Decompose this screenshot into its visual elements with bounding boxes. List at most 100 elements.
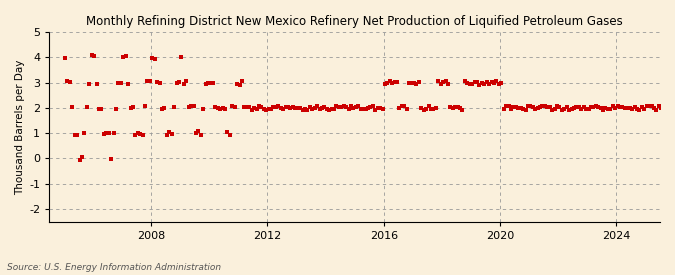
Point — [457, 107, 468, 112]
Point — [370, 108, 381, 112]
Point — [394, 106, 405, 111]
Point — [421, 106, 431, 111]
Point — [396, 104, 407, 108]
Point — [348, 106, 359, 110]
Point — [559, 107, 570, 112]
Point — [210, 104, 221, 109]
Point — [309, 106, 320, 110]
Point — [629, 105, 640, 109]
Point — [343, 107, 354, 111]
Point — [491, 79, 502, 83]
Point — [464, 82, 475, 86]
Point — [266, 106, 277, 111]
Point — [515, 106, 526, 110]
Point — [481, 80, 492, 84]
Point — [288, 104, 298, 109]
Point — [661, 104, 672, 108]
Point — [477, 80, 487, 85]
Point — [317, 106, 327, 111]
Point — [620, 106, 630, 110]
Point — [159, 106, 170, 110]
Point — [583, 106, 594, 111]
Point — [234, 82, 245, 87]
Point — [510, 104, 521, 109]
Point — [74, 158, 85, 163]
Point — [484, 82, 495, 86]
Point — [578, 105, 589, 109]
Point — [414, 80, 425, 84]
Point — [312, 104, 323, 108]
Point — [566, 107, 577, 111]
Point — [544, 105, 555, 109]
Point — [152, 79, 163, 84]
Point — [568, 105, 579, 110]
Point — [382, 81, 393, 86]
Point — [171, 81, 182, 86]
Point — [576, 107, 587, 111]
Point — [215, 106, 225, 111]
Point — [605, 107, 616, 111]
Point — [183, 104, 194, 109]
Point — [547, 107, 558, 112]
Point — [142, 78, 153, 83]
Point — [591, 104, 601, 109]
Point — [103, 131, 114, 136]
Point — [108, 131, 119, 135]
Point — [300, 107, 310, 112]
Point — [612, 104, 623, 108]
Point — [181, 78, 192, 83]
Point — [452, 105, 463, 109]
Point — [157, 107, 167, 112]
Point — [496, 81, 507, 86]
Point — [164, 129, 175, 134]
Point — [639, 107, 649, 111]
Point — [411, 82, 422, 87]
Point — [333, 104, 344, 109]
Point — [460, 79, 470, 83]
Point — [242, 105, 252, 109]
Point — [329, 107, 340, 111]
Point — [144, 79, 155, 84]
Point — [213, 106, 223, 111]
Point — [626, 107, 637, 111]
Point — [331, 104, 342, 108]
Point — [437, 80, 448, 84]
Point — [426, 107, 437, 111]
Point — [532, 106, 543, 111]
Point — [147, 56, 158, 60]
Point — [123, 82, 134, 86]
Point — [246, 107, 257, 112]
Point — [271, 105, 281, 109]
Title: Monthly Refining District New Mexico Refinery Net Production of Liquified Petrol: Monthly Refining District New Mexico Ref… — [86, 15, 623, 28]
Point — [202, 81, 213, 86]
Point — [433, 78, 443, 83]
Point — [472, 80, 483, 84]
Point — [506, 107, 516, 111]
Point — [353, 104, 364, 108]
Point — [542, 104, 553, 109]
Point — [610, 106, 620, 111]
Point — [498, 107, 509, 112]
Point — [384, 79, 395, 83]
Point — [193, 129, 204, 134]
Point — [450, 105, 460, 109]
Point — [263, 106, 274, 111]
Point — [588, 105, 599, 109]
Point — [106, 157, 117, 161]
Point — [79, 131, 90, 135]
Point — [178, 82, 189, 86]
Point — [239, 105, 250, 109]
Point — [295, 106, 306, 110]
Point — [527, 105, 538, 109]
Point — [273, 104, 284, 109]
Point — [161, 133, 172, 137]
Point — [59, 56, 70, 60]
Point — [67, 105, 78, 110]
Point — [115, 81, 126, 85]
Point — [219, 107, 230, 111]
Point — [406, 81, 417, 86]
Point — [154, 81, 165, 85]
Point — [283, 104, 294, 109]
Point — [615, 105, 626, 109]
Point — [198, 107, 209, 111]
